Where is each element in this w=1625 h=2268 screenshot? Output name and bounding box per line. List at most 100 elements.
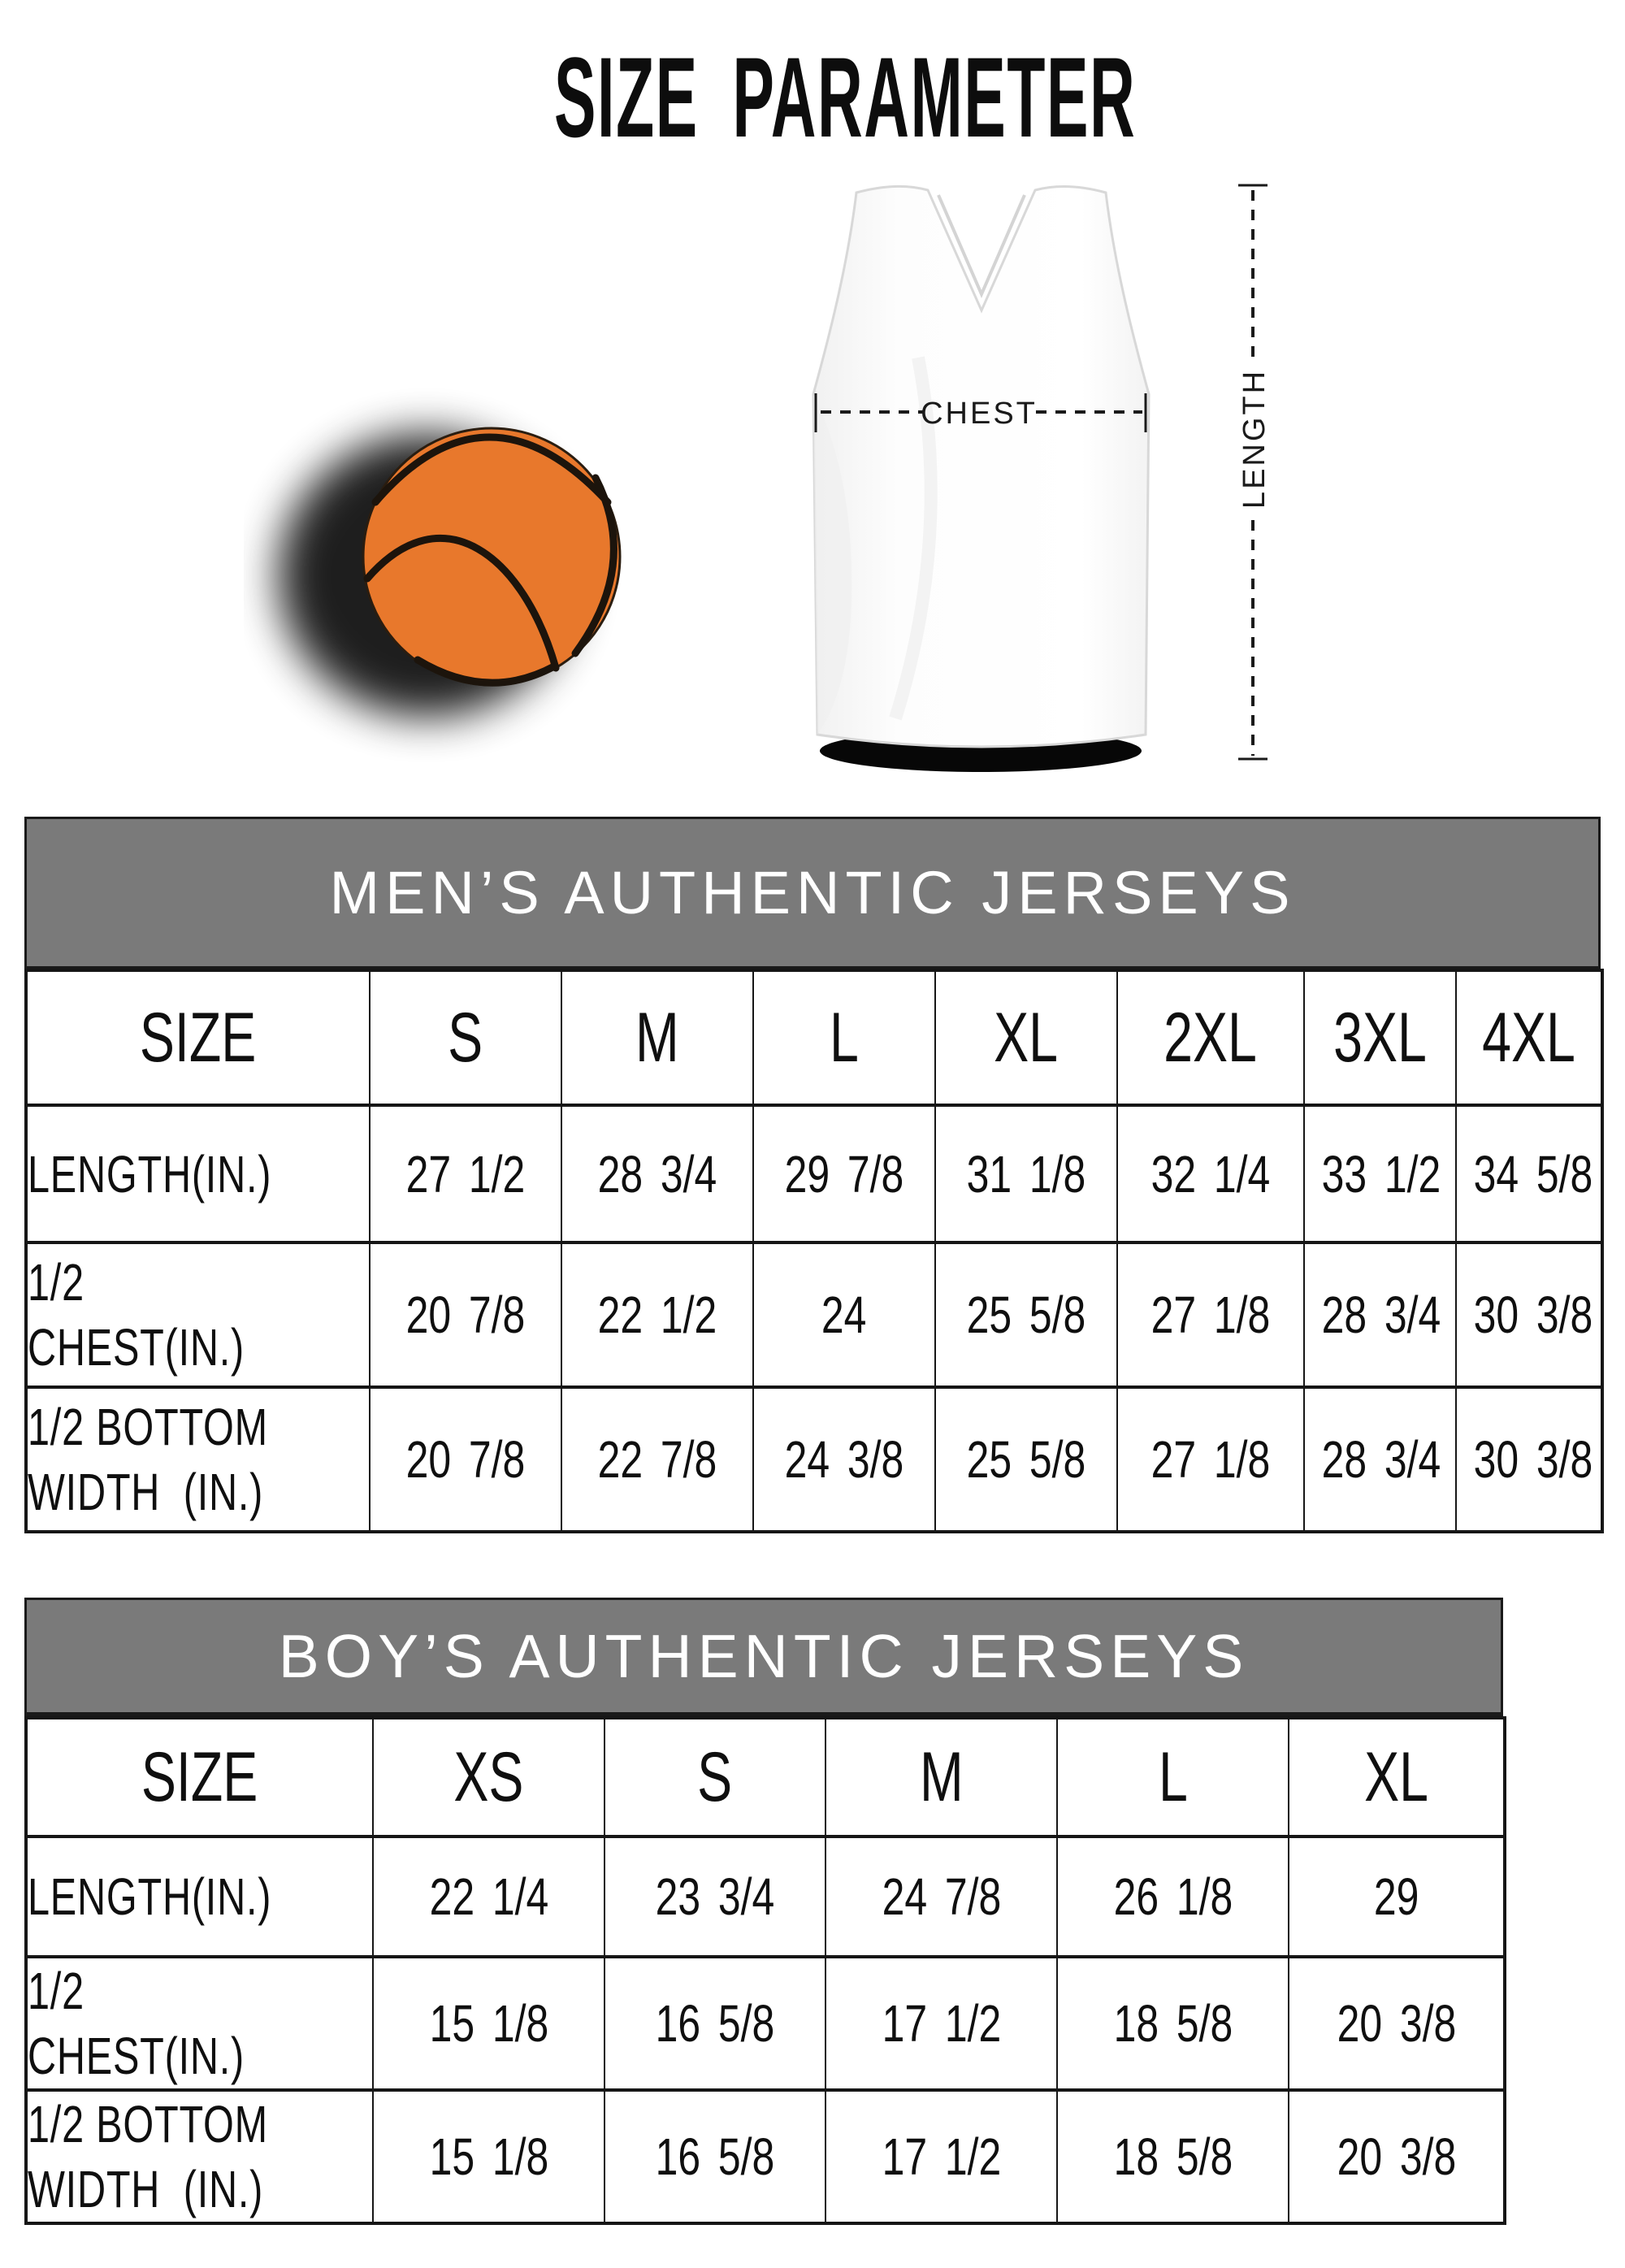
mens-col-2xl: 2XL	[1116, 969, 1305, 1107]
cell-value: 22 1/2	[597, 1286, 717, 1344]
table-cell: 17 1/2	[825, 2088, 1058, 2225]
row-label: 1/2 CHEST(IN.)	[28, 1962, 245, 2085]
length-label: LENGTH	[1237, 369, 1272, 509]
table-cell: 15 1/8	[372, 1955, 605, 2092]
boys-size-table: SIZE XS S M L XL LENGTH(IN.) 22 1/4 23 3…	[24, 1716, 1506, 2225]
mens-length-row: LENGTH(IN.) 27 1/2 28 3/4 29 7/8 31 1/8 …	[25, 1104, 1603, 1244]
table-cell: 15 1/8	[372, 2088, 605, 2225]
table-cell: 16 5/8	[604, 1955, 826, 2092]
cell-value: 15 1/8	[429, 1994, 548, 2053]
column-header: 2XL	[1164, 998, 1258, 1077]
column-header: S	[697, 1737, 733, 1816]
table-cell: 24 7/8	[825, 1835, 1058, 1958]
row-label: LENGTH(IN.)	[28, 1867, 272, 1926]
mens-table-title: MEN’S AUTHENTIC JERSEYS	[24, 817, 1601, 969]
cell-value: 24 7/8	[882, 1867, 1001, 1926]
table-cell: 28 3/4	[1303, 1386, 1457, 1533]
table-cell: 25 5/8	[934, 1386, 1118, 1533]
mens-col-m: M	[561, 969, 754, 1107]
mens-table-section: MEN’S AUTHENTIC JERSEYS SIZE S M L XL 2X…	[24, 817, 1604, 1533]
cell-value: 30 3/8	[1473, 1286, 1593, 1344]
mens-bottom-width-row: 1/2 BOTTOM WIDTH (IN.) 20 7/8 22 7/8 24 …	[25, 1386, 1603, 1533]
column-header: M	[919, 1737, 964, 1816]
table-cell: 22 7/8	[561, 1386, 754, 1533]
table-cell: 30 3/8	[1455, 1241, 1603, 1389]
table-cell: 24 3/8	[752, 1386, 936, 1533]
table-cell: 23 3/4	[604, 1835, 826, 1958]
basketball-icon	[279, 427, 622, 717]
row-label-cell: LENGTH(IN.)	[25, 1104, 370, 1244]
boys-header-row: SIZE XS S M L XL	[25, 1716, 1506, 1838]
table-cell: 32 1/4	[1116, 1104, 1305, 1244]
row-label: 1/2 CHEST(IN.)	[28, 1253, 245, 1377]
column-header: XS	[453, 1737, 524, 1816]
cell-value: 27 1/2	[405, 1144, 526, 1203]
boys-col-m: M	[825, 1716, 1058, 1838]
cell-value: 17 1/2	[882, 2127, 1001, 2186]
cell-value: 27 1/8	[1150, 1286, 1271, 1344]
table-cell: 20 3/8	[1288, 2088, 1506, 2225]
boys-length-row: LENGTH(IN.) 22 1/4 23 3/4 24 7/8 26 1/8 …	[25, 1835, 1506, 1958]
mens-col-3xl: 3XL	[1303, 969, 1457, 1107]
table-cell: 34 5/8	[1455, 1104, 1603, 1244]
cell-value: 22 7/8	[597, 1430, 717, 1489]
cell-value: 23 3/4	[655, 1867, 775, 1926]
mens-col-4xl: 4XL	[1455, 969, 1603, 1107]
cell-value: 29	[1373, 1867, 1419, 1926]
cell-value: 24 3/8	[784, 1430, 904, 1489]
column-header: SIZE	[141, 1737, 258, 1816]
table-cell: 28 3/4	[561, 1104, 754, 1244]
column-header: 3XL	[1333, 998, 1427, 1077]
table-cell: 30 3/8	[1455, 1386, 1603, 1533]
column-header: XL	[1364, 1737, 1428, 1816]
cell-value: 24	[821, 1286, 867, 1344]
cell-value: 31 1/8	[966, 1144, 1086, 1203]
chest-label: CHEST	[921, 397, 1038, 431]
row-label-cell: 1/2 BOTTOM WIDTH (IN.)	[25, 1386, 370, 1533]
cell-value: 28 3/4	[597, 1144, 717, 1203]
mens-header-row: SIZE S M L XL 2XL 3XL 4XL	[25, 969, 1603, 1107]
boys-table-section: BOY’S AUTHENTIC JERSEYS SIZE XS S M L XL…	[24, 1598, 1506, 2225]
cell-value: 16 5/8	[655, 1994, 775, 2053]
table-cell: 18 5/8	[1056, 1955, 1289, 2092]
mens-col-xl: XL	[934, 969, 1118, 1107]
cell-value: 28 3/4	[1321, 1286, 1441, 1344]
table-cell: 24	[752, 1241, 936, 1389]
boys-col-l: L	[1056, 1716, 1289, 1838]
table-cell: 20 3/8	[1288, 1955, 1506, 2092]
row-label-cell: 1/2 CHEST(IN.)	[25, 1241, 370, 1389]
cell-value: 28 3/4	[1321, 1430, 1441, 1489]
mens-chest-row: 1/2 CHEST(IN.) 20 7/8 22 1/2 24 25 5/8 2…	[25, 1241, 1603, 1389]
cell-value: 26 1/8	[1113, 1867, 1233, 1926]
cell-value: 20 3/8	[1337, 1994, 1456, 2053]
cell-value: 18 5/8	[1113, 2127, 1233, 2186]
mens-col-size: SIZE	[25, 969, 370, 1107]
table-cell: 28 3/4	[1303, 1241, 1457, 1389]
table-cell: 25 5/8	[934, 1241, 1118, 1389]
mens-col-l: L	[752, 969, 936, 1107]
cell-value: 20 7/8	[405, 1430, 526, 1489]
cell-value: 32 1/4	[1150, 1144, 1271, 1203]
row-label-cell: 1/2 CHEST(IN.)	[25, 1955, 374, 2092]
table-cell: 16 5/8	[604, 2088, 826, 2225]
table-cell: 31 1/8	[934, 1104, 1118, 1244]
boys-col-s: S	[604, 1716, 826, 1838]
cell-value: 22 1/4	[429, 1867, 548, 1926]
table-cell: 33 1/2	[1303, 1104, 1457, 1244]
cell-value: 18 5/8	[1113, 1994, 1233, 2053]
column-header: 4XL	[1482, 998, 1575, 1077]
size-diagram-graphic: CHEST LENGTH	[279, 184, 1272, 772]
column-header: XL	[994, 998, 1059, 1077]
jersey-icon	[812, 184, 1150, 772]
table-cell: 18 5/8	[1056, 2088, 1289, 2225]
table-cell: 27 1/8	[1116, 1241, 1305, 1389]
boys-bottom-width-row: 1/2 BOTTOM WIDTH (IN.) 15 1/8 16 5/8 17 …	[25, 2088, 1506, 2225]
row-label: 1/2 BOTTOM WIDTH (IN.)	[28, 1398, 268, 1521]
cell-value: 27 1/8	[1150, 1430, 1271, 1489]
table-cell: 20 7/8	[369, 1386, 562, 1533]
table-cell: 20 7/8	[369, 1241, 562, 1389]
boys-table-title: BOY’S AUTHENTIC JERSEYS	[24, 1598, 1503, 1716]
table-cell: 29 7/8	[752, 1104, 936, 1244]
cell-value: 33 1/2	[1321, 1144, 1441, 1203]
